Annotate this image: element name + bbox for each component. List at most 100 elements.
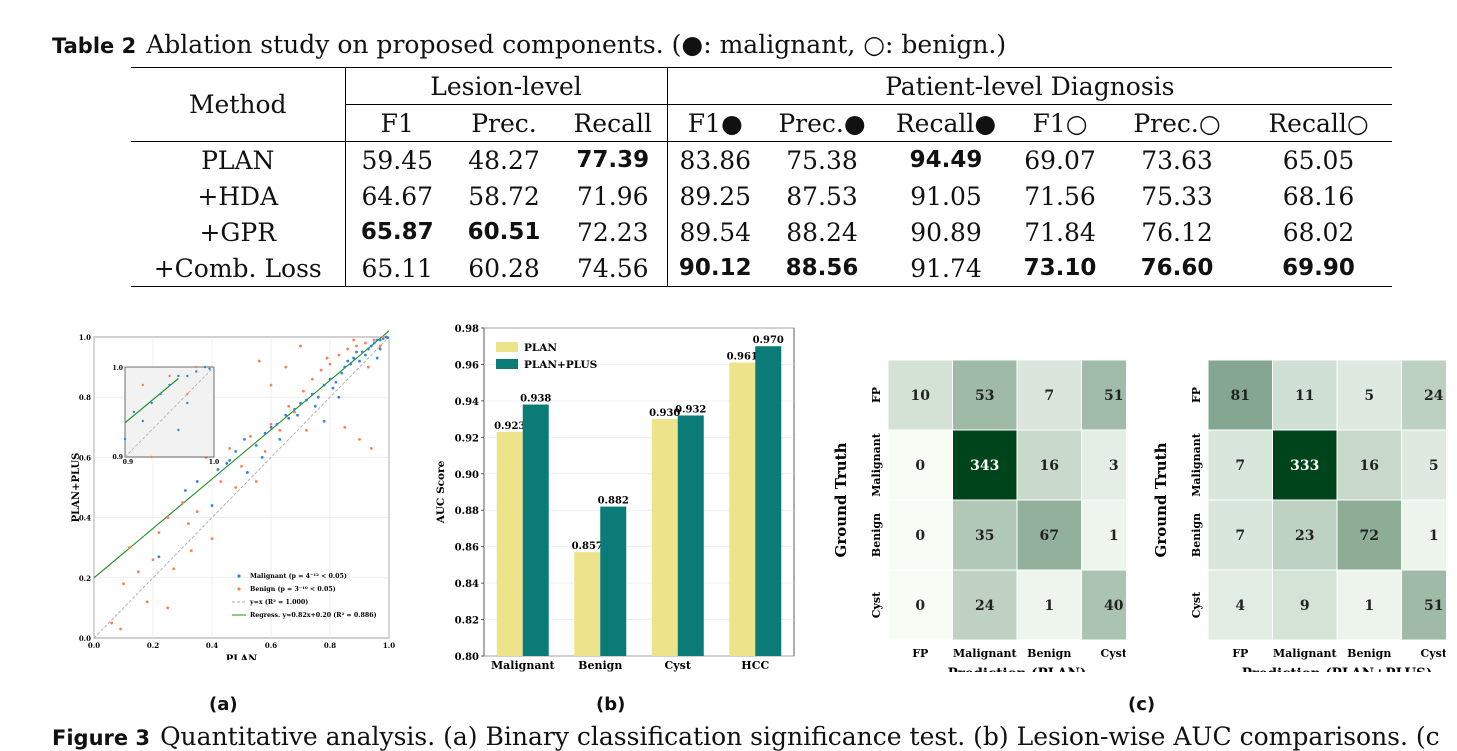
cell-value: 7: [1235, 458, 1245, 474]
heatmap-cell: [1207, 360, 1273, 431]
x-tick-label: Benign: [1347, 647, 1391, 660]
cell-value: 9: [1300, 598, 1310, 614]
column-header: Recall●: [881, 104, 1011, 142]
y-tick-label: Benign: [870, 513, 883, 557]
benign-point: [172, 567, 176, 571]
scatter-chart: 0.00.0 0.2 0.2 0.4 0.4 0.6 0.6 0.8 0.8 1.0 1.0 1.0 0…: [71, 330, 395, 660]
table-cell: 76.60: [1109, 250, 1245, 287]
y-tick-label: Malignant: [870, 432, 883, 496]
cell-value: 40: [1104, 598, 1124, 614]
malignant-point: [369, 344, 373, 348]
table-cell: 73.63: [1109, 141, 1245, 178]
plan-bar: [651, 419, 678, 656]
table-cell: 87.53: [786, 181, 858, 211]
malignant-point: [337, 395, 341, 399]
benign-point: [110, 621, 114, 625]
benign-point: [240, 465, 243, 468]
malignant-point: [313, 404, 317, 408]
y-tick-label: 0.90: [455, 470, 479, 481]
method-cell: +Comb. Loss: [131, 250, 345, 287]
inset-malignant-point: [203, 365, 207, 369]
malignant-point: [358, 359, 361, 363]
y-tick-label: 0.84: [455, 579, 479, 590]
table-cell: 60.51: [467, 219, 541, 245]
legend-label: Regress. y=0.82x+0.20 (R² = 0.886): [250, 612, 377, 619]
y-tick-label: 0.88: [455, 506, 479, 517]
heatmap-cell: [1272, 569, 1338, 641]
cell-value: 0: [915, 458, 925, 474]
table-cell: 68.02: [1282, 217, 1355, 247]
malignant-point: [157, 555, 161, 559]
malignant-point: [195, 480, 199, 483]
cell-value: 53: [975, 388, 994, 404]
malignant-point: [284, 413, 288, 417]
y-tick-label: 0.2: [79, 574, 91, 583]
table-cell: 65.11: [344, 250, 449, 287]
regression-line: [93, 330, 390, 579]
benign-point: [364, 341, 367, 345]
y-tick-label: 0.8: [79, 393, 91, 402]
table-cell: 83.86: [666, 141, 763, 178]
y-tick-label: Malignant: [1190, 432, 1203, 496]
heatmap-cell: [952, 499, 1018, 571]
x-tick-label: Cyst: [665, 659, 692, 672]
benign-point: [352, 338, 355, 342]
legend-label: Malignant (p = 4⁻¹² < 0.05): [250, 573, 347, 580]
benign-point: [299, 344, 302, 348]
ablation-table: Method Lesion-level Patient-level Diagno…: [131, 67, 1393, 287]
malignant-point: [364, 353, 367, 357]
table-cell: 69.07: [1011, 141, 1109, 178]
malignant-point: [334, 380, 338, 384]
column-header: F1○: [1011, 104, 1109, 142]
table-caption-text: Ablation study on proposed components. (…: [146, 30, 1007, 59]
inset-malignant-point: [123, 437, 127, 441]
table-column-header-row: F1 Prec. Recall F1● Prec.● Recall● F1○ P…: [131, 104, 1393, 142]
y-tick-label: FP: [1190, 387, 1203, 403]
benign-point: [257, 359, 261, 363]
inset-malignant-point: [195, 370, 198, 373]
inset-y-tick: 1.0: [113, 365, 123, 372]
malignant-point: [278, 437, 282, 441]
auc-bar-chart: 0.80 0.82 0.84 0.86 0.88 0.90 0.92 0.94 0.96 0.98…: [435, 324, 795, 672]
inset-malignant-point: [186, 401, 189, 405]
plan-bar: [574, 552, 601, 656]
x-tick-label: Malignant: [491, 659, 555, 672]
y-tick-label: 0.96: [455, 360, 479, 371]
x-tick-label: Malignant: [953, 647, 1017, 660]
malignant-point: [305, 398, 308, 402]
benign-point: [305, 428, 308, 432]
legend-swatch: [496, 342, 518, 352]
cell-value: 51: [1104, 388, 1123, 404]
inset-malignant-point: [141, 419, 144, 423]
malignant-point: [343, 365, 347, 369]
confusion-matrix-plan: 10 53 7 51 FP 0 343 16 3 Malignant 0 35 67 1 Benign 0 24…: [832, 360, 1126, 672]
malignant-point: [299, 401, 302, 405]
cell-value: 0: [915, 528, 925, 544]
inset-malignant-point: [177, 428, 180, 432]
benign-point: [210, 537, 214, 541]
inset-malignant-point: [186, 374, 189, 378]
bar-value-label: 0.970: [753, 335, 784, 346]
inset-x-tick: 0.9: [123, 459, 133, 466]
y-tick-label: 0.82: [455, 616, 479, 627]
malignant-point: [378, 347, 382, 351]
malignant-point: [346, 359, 350, 363]
figure-caption-text: Quantitative analysis. (a) Binary classi…: [160, 722, 1440, 751]
benign-point: [145, 600, 149, 604]
table-label: Table 2: [52, 34, 137, 58]
inset-malignant-point: [208, 367, 211, 370]
malignant-point: [246, 471, 249, 474]
heatmap-cell: [1016, 360, 1082, 431]
heatmap-cell: [887, 569, 953, 641]
legend-label: PLAN+PLUS: [524, 359, 597, 371]
cell-value: 5: [1364, 388, 1374, 404]
table-cell: 91.74: [881, 250, 1011, 287]
column-header: Prec.○: [1109, 104, 1245, 142]
benign-point: [234, 486, 238, 489]
benign-point: [269, 422, 273, 426]
bar-value-label: 0.938: [520, 394, 551, 405]
table-cell: 77.39: [559, 141, 667, 178]
benign-point: [278, 428, 282, 432]
heatmap-cell: [1401, 360, 1446, 431]
table-cell: 89.54: [666, 214, 763, 250]
